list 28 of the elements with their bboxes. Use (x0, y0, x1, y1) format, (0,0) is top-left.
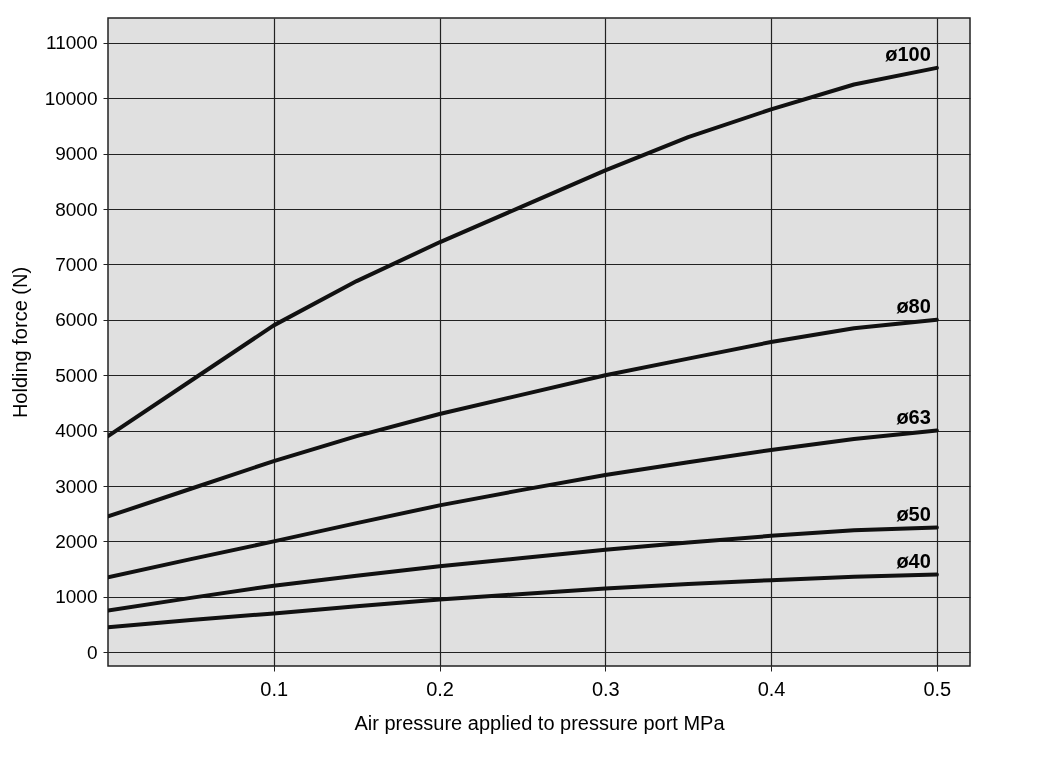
line-series (108, 65, 939, 439)
x-tick-label: 0.1 (260, 677, 289, 700)
y-axis-title: Holding force (N) (8, 266, 31, 419)
y-tick-label: 0 (86, 641, 98, 663)
y-tick-label: 10000 (44, 87, 98, 109)
x-tick-label: 0.5 (923, 677, 952, 700)
y-tick-label: 2000 (55, 530, 98, 552)
y-tick-label: 11000 (46, 32, 98, 54)
y-tick-label: 5000 (55, 364, 98, 386)
y-tick-label: 1000 (55, 586, 98, 608)
y-tick-label: 6000 (55, 309, 98, 331)
series-label: ø40 (896, 549, 931, 572)
x-tick-label: 0.4 (757, 677, 786, 700)
y-tick-label: 7000 (55, 253, 98, 275)
x-tick-label: 0.2 (426, 677, 454, 700)
series-label: ø100 (885, 42, 931, 65)
series-label: ø50 (896, 502, 931, 525)
x-axis-title: Air pressure applied to pressure port MPa (354, 711, 726, 734)
line-series (108, 572, 939, 630)
x-tick-label: 0.3 (591, 677, 620, 700)
y-tick-label: 8000 (55, 198, 98, 220)
series-label: ø63 (896, 405, 931, 428)
series-label: ø80 (896, 294, 931, 317)
y-tick-label: 9000 (55, 143, 98, 165)
line-series (108, 428, 939, 580)
line-series (108, 525, 939, 613)
y-tick-label: 4000 (55, 420, 98, 442)
y-tick-label: 3000 (55, 475, 98, 497)
